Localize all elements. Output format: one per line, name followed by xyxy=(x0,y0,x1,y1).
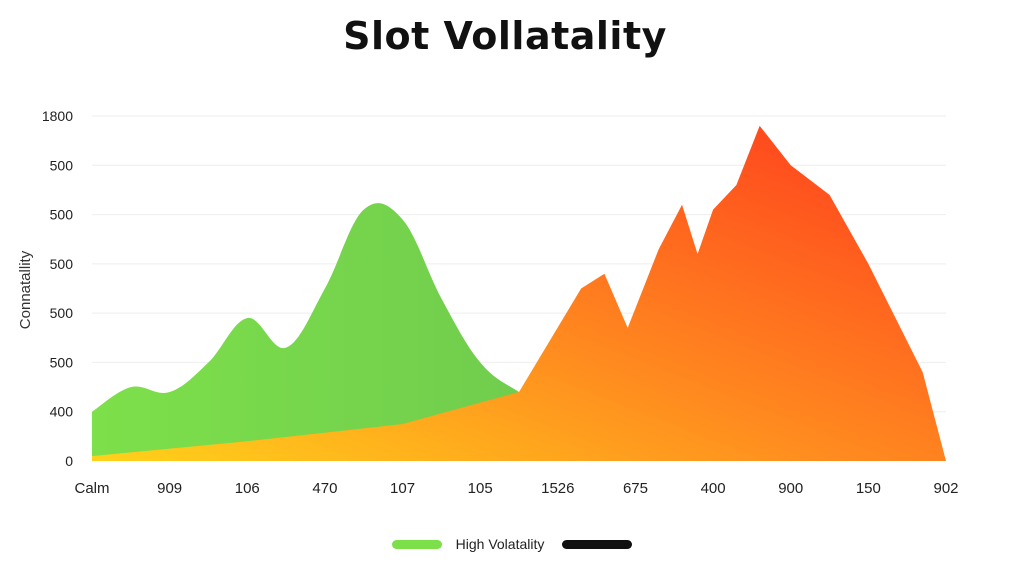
legend: High Volatality xyxy=(0,536,1024,552)
legend-swatch-high-volatality xyxy=(391,539,442,549)
x-tick-label: Calm xyxy=(74,480,109,497)
y-tick-label: 1800 xyxy=(42,108,73,124)
series-area-high-volatality xyxy=(92,203,582,461)
x-tick-label: 902 xyxy=(933,480,958,497)
x-tick-label: 1526 xyxy=(541,480,574,497)
x-axis-ticks: Calm 909 106 470 107 105 1526 675 400 900 150 902 xyxy=(74,480,958,497)
x-tick-label: 105 xyxy=(468,480,493,497)
x-tick-label: 150 xyxy=(856,480,881,497)
y-tick-label: 500 xyxy=(50,157,74,173)
y-tick-label: 500 xyxy=(50,354,74,370)
y-tick-label: 500 xyxy=(50,305,74,321)
y-tick-label: 500 xyxy=(50,207,74,223)
y-tick-label: 0 xyxy=(65,453,73,469)
y-tick-label: 400 xyxy=(50,404,74,420)
series-area-orange-red xyxy=(92,125,946,461)
y-axis-label: Connatallity xyxy=(17,250,34,329)
area-layer xyxy=(92,125,946,461)
y-axis-ticks: 0 400 500 500 500 500 500 1800 xyxy=(42,108,73,469)
x-tick-label: 675 xyxy=(623,480,648,497)
chart-title: Slot Vollatality xyxy=(343,14,667,58)
x-tick-label: 470 xyxy=(312,480,337,497)
legend-swatch-dark xyxy=(562,539,633,549)
x-tick-label: 900 xyxy=(778,480,803,497)
legend-label-high-volatality: High Volatality xyxy=(455,536,545,552)
x-tick-label: 106 xyxy=(235,480,260,497)
x-tick-label: 107 xyxy=(390,480,415,497)
x-tick-label: 400 xyxy=(701,480,726,497)
x-tick-label: 909 xyxy=(157,480,182,497)
y-tick-label: 500 xyxy=(50,256,74,272)
